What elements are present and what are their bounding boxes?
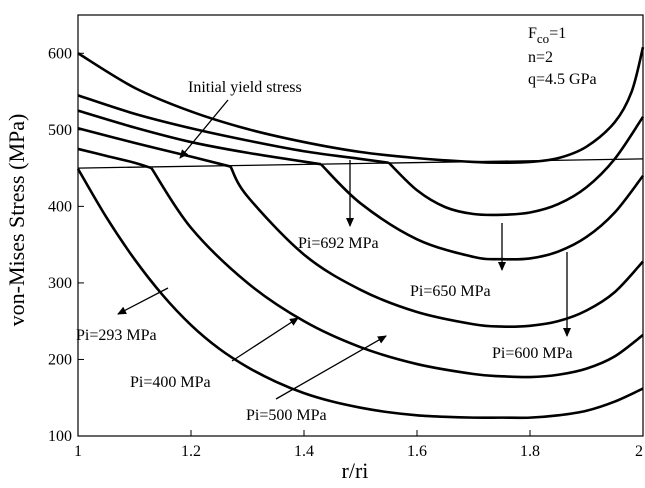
param-fco-value: =1	[549, 25, 566, 42]
series-pi-600-mpa-elastic	[77, 109, 322, 166]
y-tick-label: 500	[48, 122, 72, 139]
param-q: q=4.5 GPa	[528, 71, 597, 88]
y-tick-label: 100	[48, 428, 72, 445]
series-pi-400-mpa-plastic	[150, 167, 644, 379]
x-tick-label: 1.2	[181, 443, 201, 460]
annotation-pi-400: Pi=400 MPa	[130, 374, 211, 391]
initial-yield-line	[77, 158, 644, 169]
annotation-pi-293: Pi=293 MPa	[76, 327, 157, 344]
x-tick-label: 2	[635, 443, 643, 460]
series-pi-650-mpa-plastic	[387, 116, 645, 217]
series-pi-500-mpa-plastic	[229, 165, 644, 328]
annotation-pi-500: Pi=500 MPa	[246, 407, 327, 424]
x-tick-label: 1.6	[407, 443, 427, 460]
arrow-pi-293	[117, 287, 169, 315]
arrow-pi-500	[275, 335, 387, 400]
arrow-pi-400	[231, 317, 299, 362]
y-axis-title: von-Mises Stress (MPa)	[4, 114, 29, 327]
series-pi-500-mpa-elastic	[77, 127, 231, 168]
y-tick-label: 300	[48, 275, 72, 292]
series-pi-650-mpa-elastic	[77, 94, 389, 165]
series-pi-692-mpa-elastic	[77, 46, 645, 165]
y-tick-label: 200	[48, 351, 72, 368]
arrow-initial-yield	[179, 99, 229, 159]
plot-frame	[77, 14, 644, 437]
annotation-pi-600: Pi=600 MPa	[492, 345, 573, 362]
ticks-layer: 1 1.2 1.4 1.6 1.8 2 100 200 300 400 500 600	[48, 45, 644, 460]
annotation-pi-650: Pi=650 MPa	[410, 283, 491, 300]
x-tick-label: 1	[74, 443, 82, 460]
x-axis-title: r/ri	[342, 458, 369, 483]
y-tick-label: 400	[48, 198, 72, 215]
series-pi-400-mpa-elastic	[77, 147, 152, 170]
x-tick-label: 1.4	[294, 443, 314, 460]
curves-layer	[76, 46, 645, 420]
annotation-initial-yield: Initial yield stress	[188, 79, 302, 96]
param-n: n=2	[528, 49, 553, 66]
annotation-pi-692: Pi=692 MPa	[298, 235, 379, 252]
y-tick-label: 600	[48, 45, 72, 62]
param-fco-sub: co	[537, 31, 549, 46]
param-fco-label: F	[528, 25, 537, 42]
x-tick-label: 1.8	[520, 443, 540, 460]
series-pi-600-mpa-plastic	[320, 163, 645, 261]
param-fco: Fco=1	[528, 25, 566, 46]
series-pi-293-mpa-plastic	[76, 168, 644, 420]
